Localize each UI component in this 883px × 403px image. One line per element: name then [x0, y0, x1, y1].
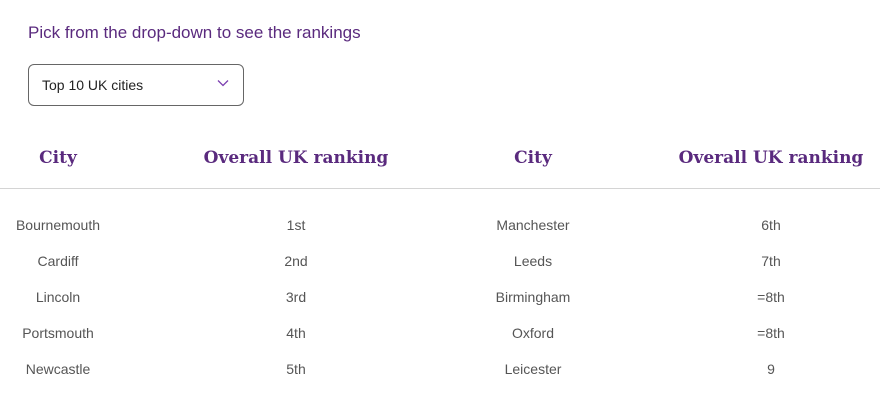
header-ranking-right: Overall UK ranking: [678, 148, 864, 168]
header-city-right: City: [514, 148, 552, 168]
chevron-down-icon: [217, 80, 229, 87]
ranking-dropdown[interactable]: Top 10 UK cities: [28, 64, 244, 106]
city-ranking: =8th: [757, 325, 785, 341]
header-divider: [0, 188, 880, 189]
city-ranking: 7th: [761, 253, 781, 269]
city-ranking: 9: [767, 361, 775, 377]
city-name: Birmingham: [495, 289, 571, 305]
city-name: Cardiff: [37, 253, 79, 269]
city-name: Leicester: [504, 361, 562, 377]
city-ranking: 6th: [761, 217, 781, 233]
header-ranking-left: Overall UK ranking: [203, 148, 389, 168]
instruction-text: Pick from the drop-down to see the ranki…: [28, 23, 361, 42]
city-ranking: 5th: [286, 361, 306, 377]
city-ranking: 4th: [286, 325, 306, 341]
city-name: Portsmouth: [22, 325, 94, 341]
city-ranking: =8th: [757, 289, 785, 305]
city-ranking: 1st: [286, 217, 306, 233]
city-ranking: 2nd: [284, 253, 308, 269]
city-name: Oxford: [511, 325, 555, 341]
city-name: Leeds: [513, 253, 553, 269]
dropdown-selected-value: Top 10 UK cities: [42, 77, 144, 93]
city-name: Bournemouth: [15, 217, 101, 233]
city-name: Lincoln: [35, 289, 81, 305]
city-ranking: 3rd: [285, 289, 307, 305]
city-name: Newcastle: [25, 361, 91, 377]
header-city-left: City: [39, 148, 77, 168]
city-name: Manchester: [496, 217, 570, 233]
